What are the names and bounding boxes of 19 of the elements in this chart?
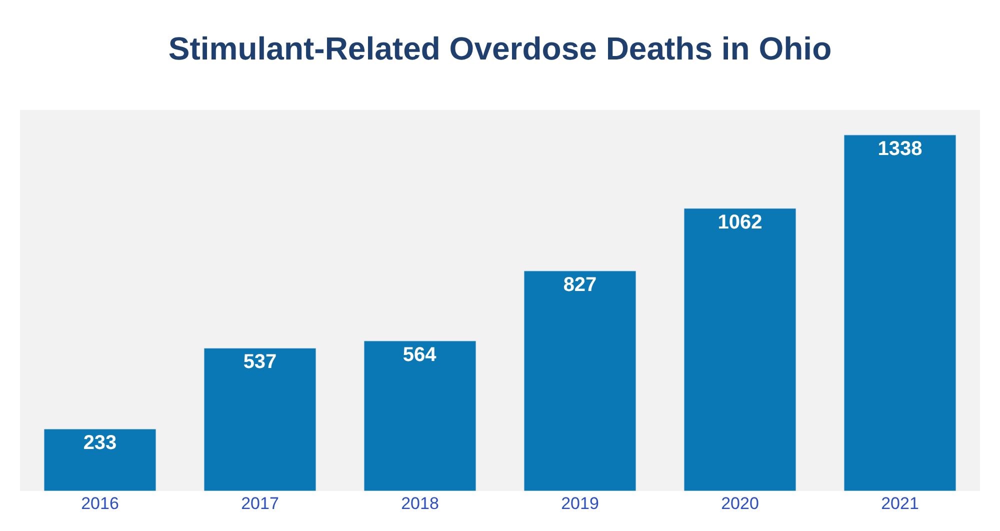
bar — [364, 340, 476, 491]
bar — [204, 348, 316, 491]
chart-title: Stimulant-Related Overdose Deaths in Ohio — [168, 30, 832, 67]
data-label: 1062 — [718, 211, 762, 234]
x-tick-label: 2019 — [561, 494, 599, 513]
data-label: 537 — [243, 351, 277, 374]
x-tick-label: 2020 — [721, 494, 759, 513]
bar — [684, 208, 796, 491]
x-tick-label: 2016 — [81, 494, 119, 513]
x-tick-label: 2021 — [881, 494, 919, 513]
x-tick-label: 2017 — [241, 494, 279, 513]
data-label: 233 — [83, 432, 117, 454]
bar — [524, 270, 636, 491]
bar — [44, 428, 156, 491]
x-tick-label: 2018 — [401, 494, 439, 513]
bar — [844, 134, 956, 491]
data-label: 564 — [402, 344, 438, 366]
data-label: 827 — [563, 274, 597, 296]
data-label: 1338 — [878, 138, 922, 160]
